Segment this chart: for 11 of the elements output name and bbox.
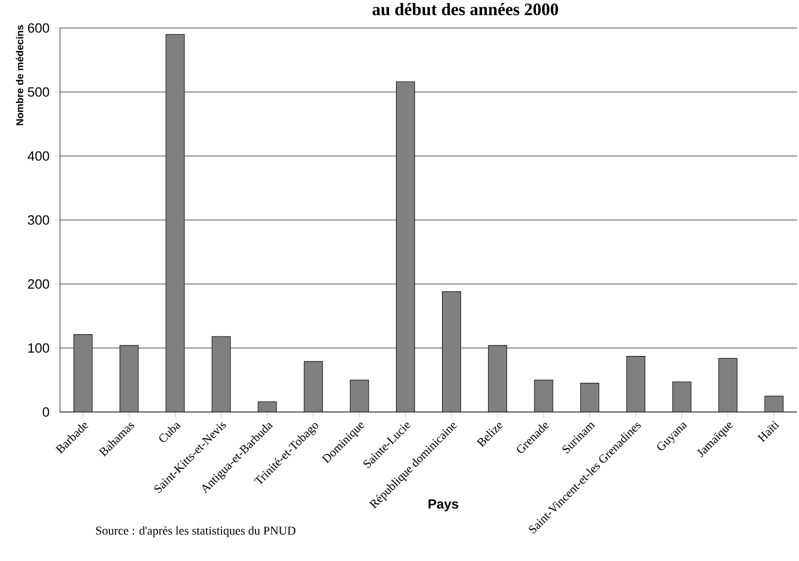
y-tick-label: 0 bbox=[42, 407, 50, 417]
y-tick-label: 400 bbox=[28, 151, 50, 161]
y-tick-label: 500 bbox=[28, 87, 50, 97]
y-tick-label: 600 bbox=[28, 23, 50, 33]
y-tick-label: 100 bbox=[28, 343, 50, 353]
x-axis-title: Pays bbox=[428, 499, 458, 512]
y-tick-label: 300 bbox=[28, 215, 50, 225]
y-axis-title: Nombre de médecins bbox=[16, 25, 24, 126]
y-tick-label: 200 bbox=[28, 279, 50, 289]
source-note: Source : d'après les statistiques du PNUD bbox=[96, 526, 296, 538]
chart-title: au début des années 2000 bbox=[372, 3, 558, 16]
